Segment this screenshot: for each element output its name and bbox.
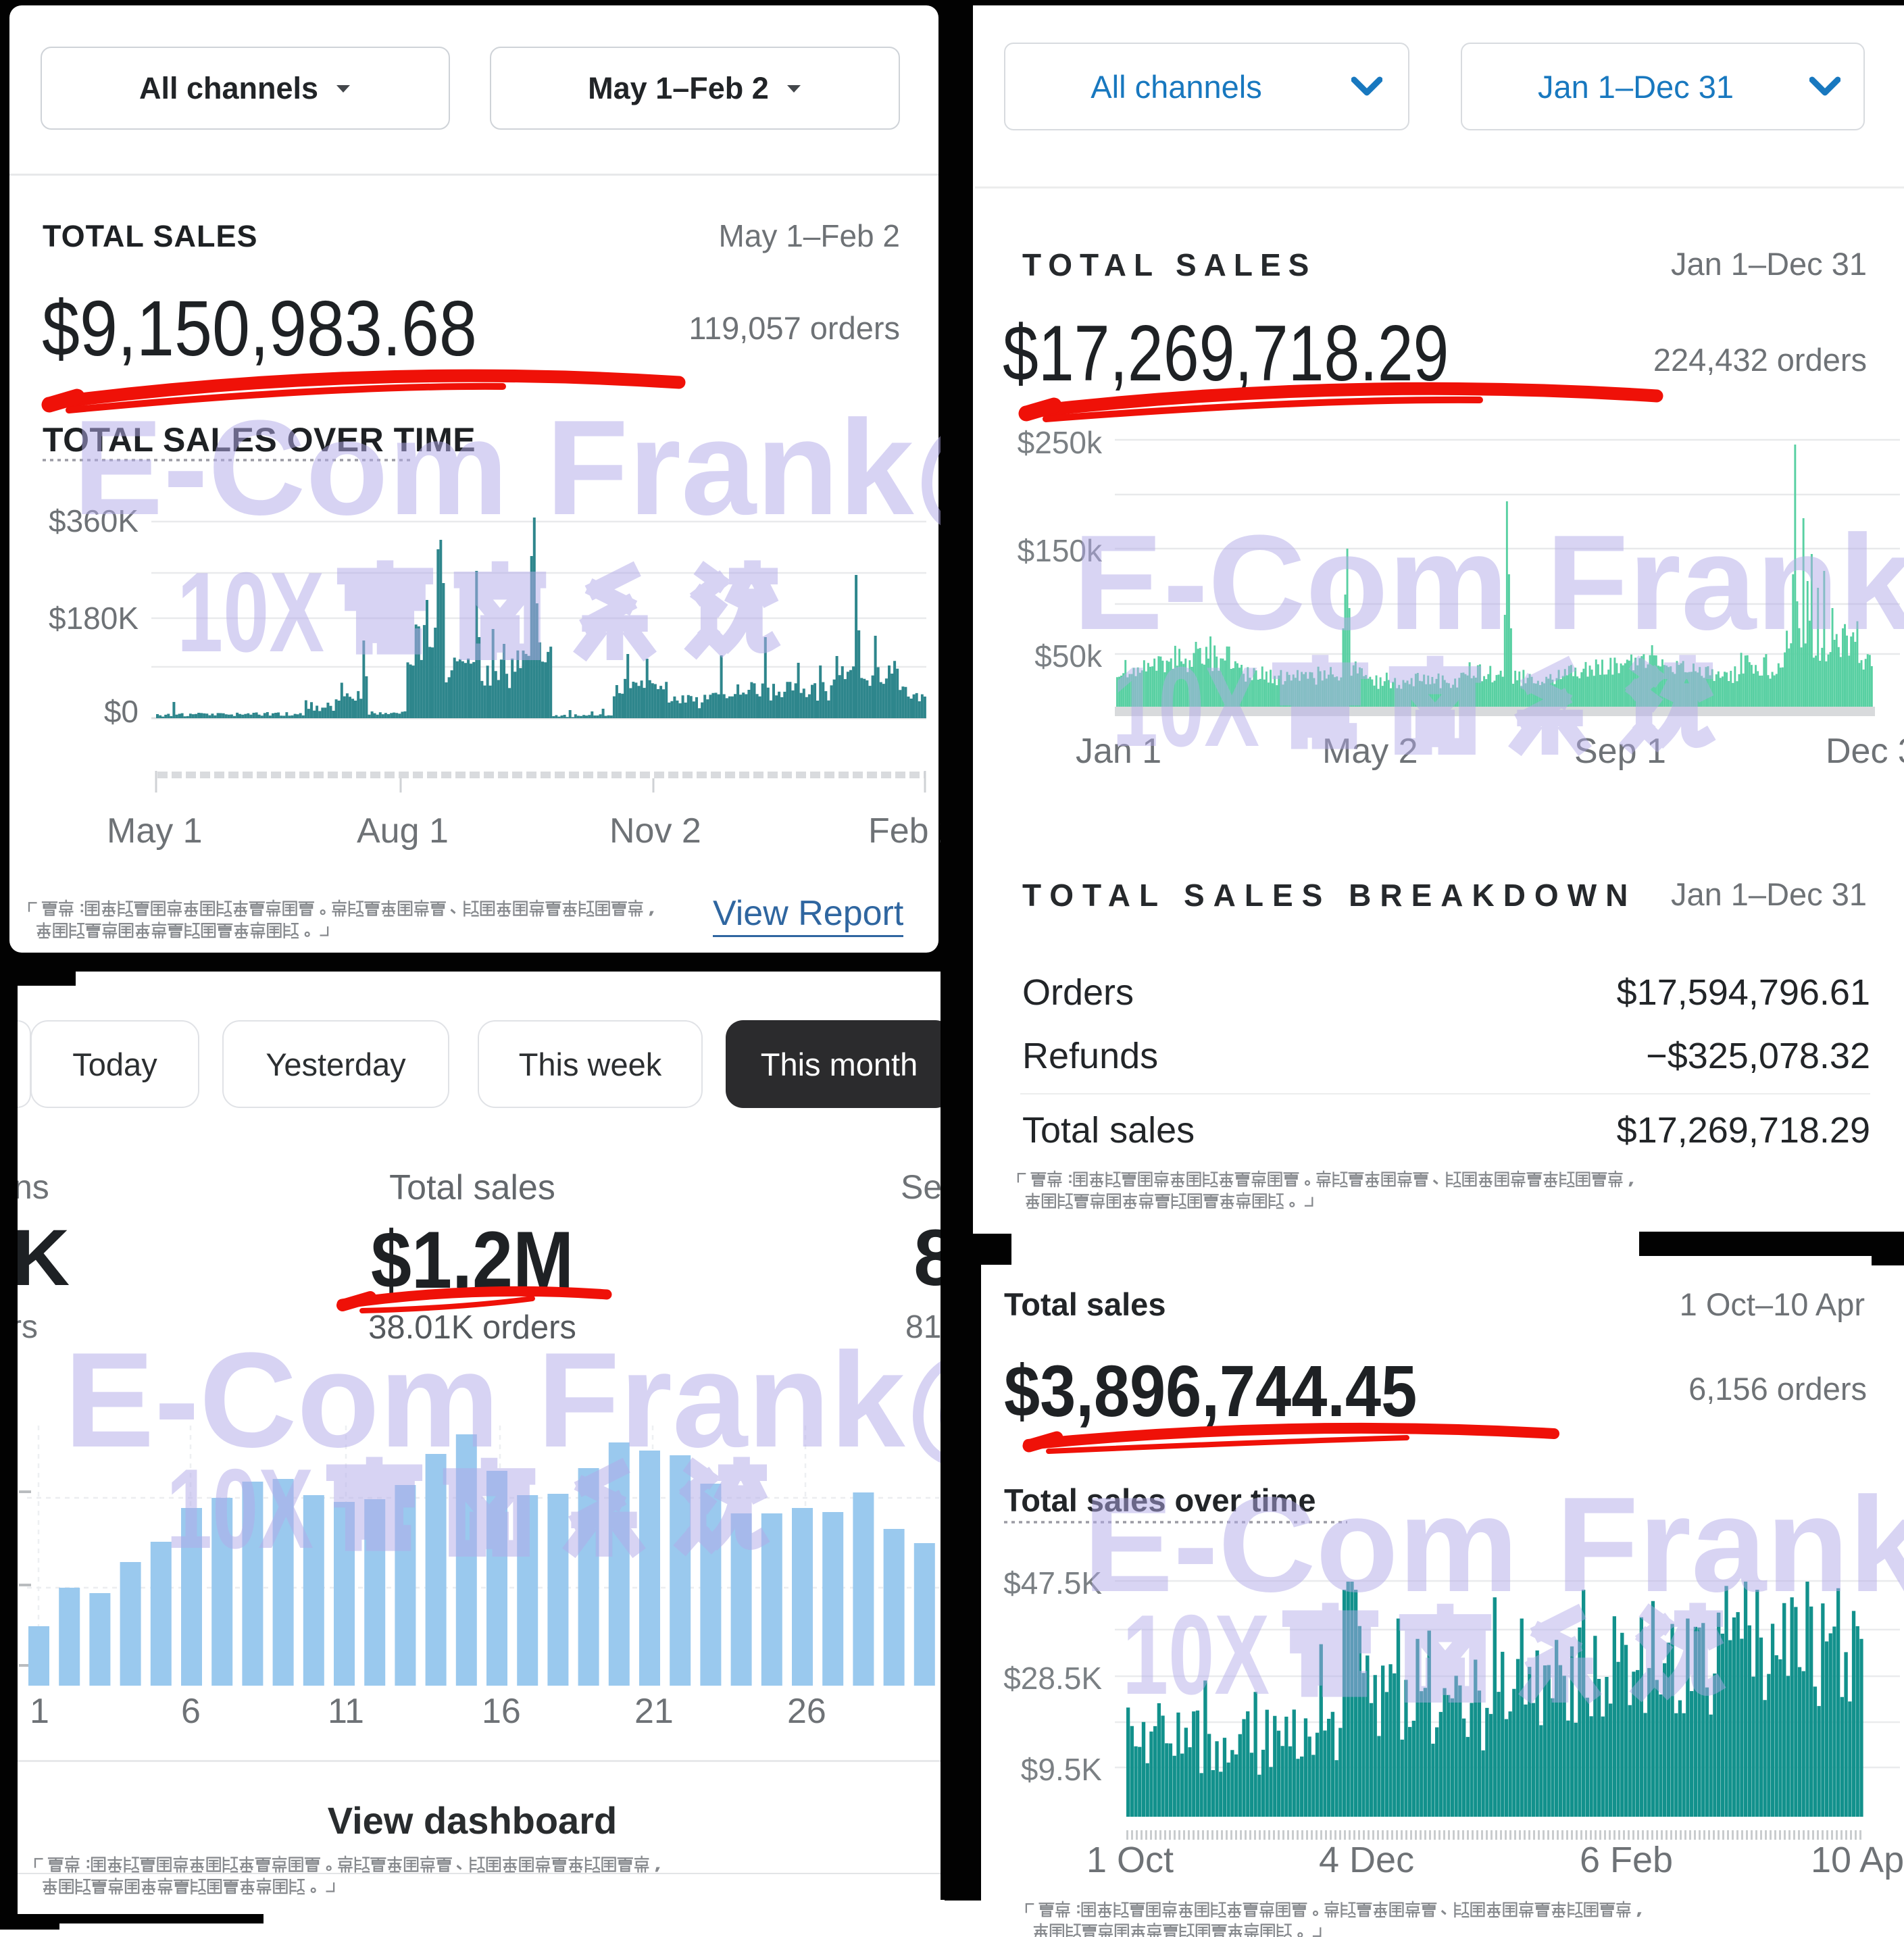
svg-text:10X: 10X <box>177 549 324 676</box>
